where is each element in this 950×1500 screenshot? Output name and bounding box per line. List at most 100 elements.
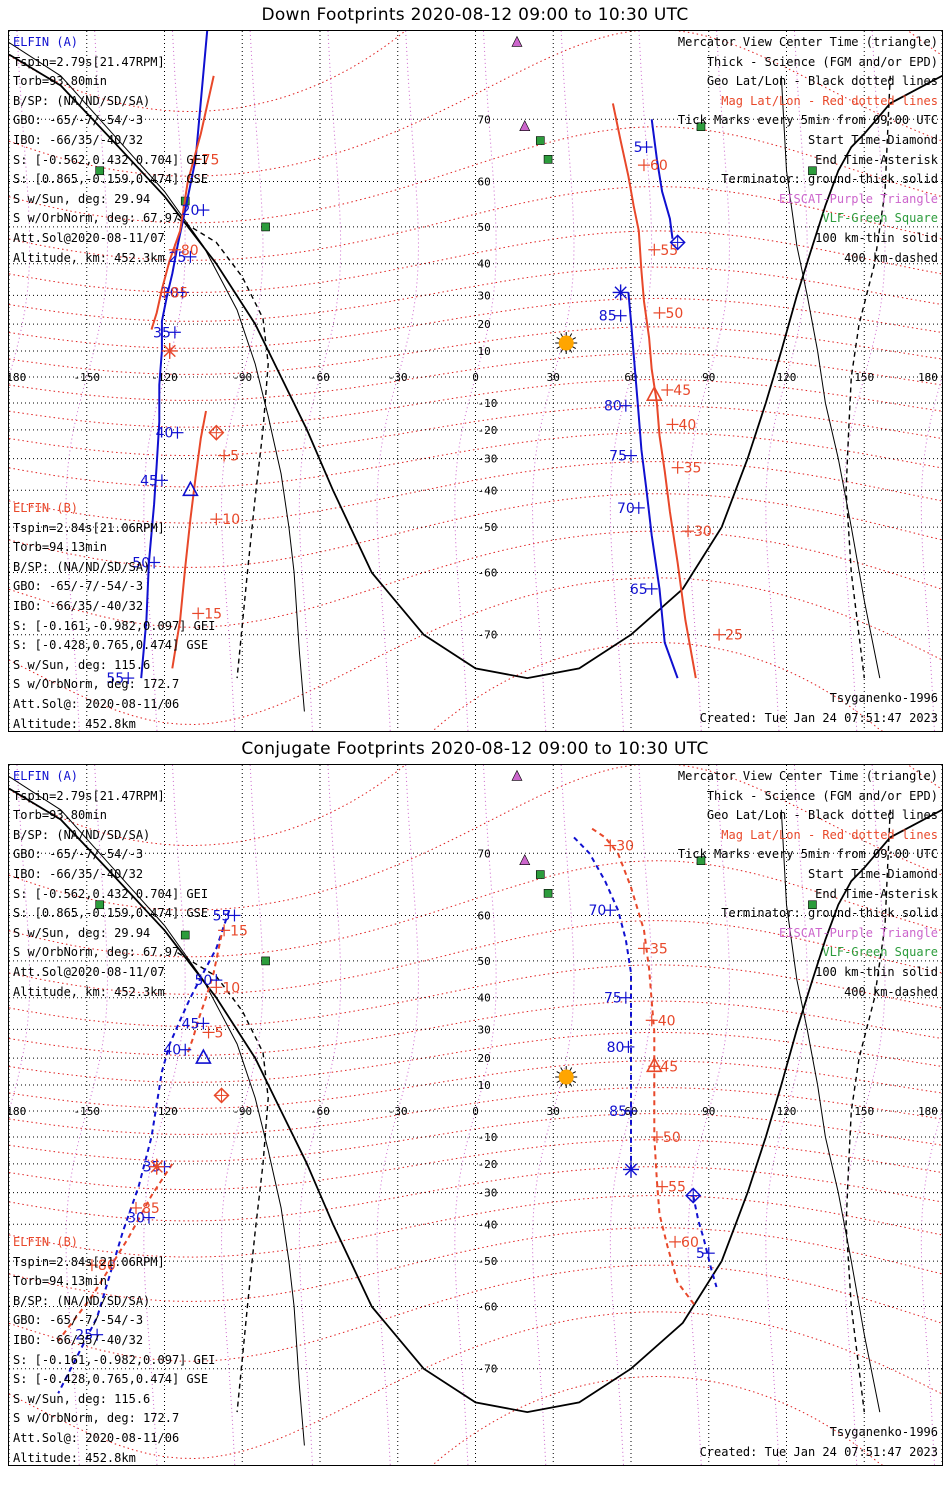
vlf-site-square (808, 166, 817, 176)
latitude-label: 20 (478, 1052, 491, 1065)
tick-label: 85 (142, 1201, 160, 1217)
tick-label: 60 (681, 1235, 699, 1251)
mag-latitude-line (9, 1060, 942, 1109)
end-asterisk (150, 1160, 163, 1173)
elfin-b-line: B/SP: (NA/ND/SD/SA) (13, 1293, 151, 1308)
eiscat-site-triangle (519, 854, 531, 866)
conjugate-footprints-panel: -180 -150 -120 -90 -60 -30 0 30 60 90 120 150 180 70 6… (8, 764, 943, 1466)
legend-entry: 100 km-thin solid (815, 964, 938, 979)
mag-longitude-line (220, 31, 264, 731)
legend-entry: Mercator View Center Time (triangle) (677, 35, 938, 49)
mag-latitude-line (9, 765, 942, 847)
latitude-label: -70 (478, 629, 498, 642)
legend-entry: 400 km-dashed (844, 250, 938, 265)
vlf-site-square (95, 900, 105, 910)
elfin-a-line: S: [-0.562,0.432,0.704] GEI (13, 886, 209, 901)
longitude-label: 180 (918, 1105, 938, 1118)
elfin-b-line: S w/Sun, deg: 115.6 (13, 657, 151, 672)
legend-entry: Mag Lat/Lon - Red dotted lines (721, 93, 938, 108)
tick-label: 5 (230, 449, 239, 465)
panel-1-title: Down Footprints 2020-08-12 09:00 to 10:3… (261, 5, 689, 25)
elfin-b-line: GBO: -65/-7/-54/-3 (13, 1313, 144, 1328)
mag-latitude-line (9, 326, 942, 375)
elfin-a-track (57, 909, 231, 1394)
legend-entry: Tick Marks every 5min from 09:00 UTC (677, 113, 938, 128)
latitude-label: -60 (478, 567, 498, 580)
terminator-curves (9, 42, 942, 712)
tick-label: 55 (668, 1180, 686, 1196)
tick-label: 40 (678, 417, 696, 433)
tick-label: 25 (75, 1328, 93, 1344)
elfin-a-label: ELFIN (A) (13, 769, 79, 783)
tick-label: 5 (634, 140, 643, 156)
latitude-label: 40 (478, 258, 491, 271)
elfin-b-line: S: [-0.428,0.765,0.474] GSE (13, 1372, 209, 1387)
elfin-a-line: S: [-0.562,0.432,0.704] GEI (13, 152, 209, 167)
mag-latitude-line (9, 1227, 942, 1302)
center-triangle (195, 1048, 212, 1064)
legend-entry: End Time-Asterisk (815, 886, 938, 901)
elfin-b-line: GBO: -65/-7/-54/-3 (13, 579, 144, 594)
mag-longitude-line (765, 31, 808, 731)
elfin-a-track (627, 292, 679, 679)
axis-labels: -180 -150 -120 -90 -60 -30 0 30 60 90 120 150 180 70 6… (9, 847, 938, 1375)
elfin-b-label: ELFIN (B) (13, 1235, 79, 1249)
markers (161, 234, 686, 497)
tick-label: 80 (607, 1040, 625, 1056)
longitude-label: 90 (702, 1105, 715, 1118)
elfin-a-line: Att.Sol@2020-08-11/07 (13, 964, 165, 979)
legend-entry: Thick - Science (FGM and/or EPD) (706, 788, 938, 803)
latitude-label: 30 (478, 289, 491, 302)
elfin-a-line: S: [0.865,-0.159,0.474] GSE (13, 906, 209, 921)
longitude-label: -180 (9, 1105, 26, 1118)
vlf-site-square (261, 222, 270, 232)
vlf-site-square (543, 155, 553, 164)
elfin-b-line: S w/OrbNorm, deg: 172.7 (13, 1411, 180, 1426)
legend-entry: VLF-Green Square (822, 945, 938, 960)
end-asterisk (163, 344, 176, 358)
tick-label: 30 (694, 524, 712, 540)
center-triangle (645, 385, 663, 401)
latitude-label: 30 (478, 1023, 491, 1036)
tick-label: 85 (171, 285, 189, 301)
terminator-100km (780, 809, 881, 1413)
down-footprints-panel: -180 -150 -120 -90 -60 -30 0 30 60 90 120 150 180 70 6… (8, 30, 943, 732)
elfin-b-line: Tspin=2.84s[21.06RPM] (13, 1254, 165, 1269)
elfin-b-line: S: [-0.161,-0.982,0.097] GEI (13, 618, 216, 633)
longitude-label: 0 (472, 371, 479, 384)
end-asterisk (614, 286, 627, 299)
center-triangle (182, 480, 199, 497)
tick-label: 40 (156, 426, 174, 442)
latitude-label: 20 (478, 318, 491, 331)
latitude-label: -40 (478, 484, 498, 497)
elfin-b-track (591, 827, 697, 1308)
tick-label: 20 (182, 203, 200, 219)
eiscat-site-triangle (511, 35, 523, 47)
elfin-a-line: Tspin=2.79s[21.47RPM] (13, 54, 165, 69)
elfin-a-line: Att.Sol@2020-08-11/07 (13, 230, 165, 245)
sun-icon (558, 1069, 574, 1085)
elfin-b-line: Att.Sol@: 2020-08-11/06 (13, 696, 180, 711)
down-footprints-map: -180 -150 -120 -90 -60 -30 0 30 60 90 120 150 180 70 6… (9, 31, 942, 731)
mag-longitude-line (687, 765, 731, 1465)
mag-latitude-line (9, 186, 942, 261)
sun-icon (558, 335, 574, 351)
longitude-label: 120 (777, 1105, 797, 1118)
latitude-label: -20 (478, 424, 498, 437)
tick-label: 50 (666, 306, 684, 322)
terminator-400km (845, 809, 891, 1413)
longitude-label: 0 (472, 1105, 479, 1118)
tick-label: 55 (660, 243, 678, 259)
tick-label: 55 (213, 908, 231, 924)
legend-entry: Geo Lat/Lon - Black dotted lines (706, 808, 938, 823)
latitude-label: 10 (478, 1079, 491, 1092)
elfin-a-line: S w/Sun, deg: 29.94 (13, 925, 151, 940)
tick-label: 45 (182, 1016, 200, 1032)
elfin-b-line: S: [-0.161,-0.982,0.097] GEI (13, 1352, 216, 1367)
longitude-label: -60 (310, 1105, 330, 1118)
mag-latitude-line (9, 405, 942, 457)
terminator-100km (9, 42, 305, 712)
time-ticks: 1520253035404550557580855101558580757065… (106, 140, 743, 687)
elfin-a-line: B/SP: (NA/ND/SD/SA) (13, 827, 151, 842)
terminator-400km (177, 952, 269, 1413)
